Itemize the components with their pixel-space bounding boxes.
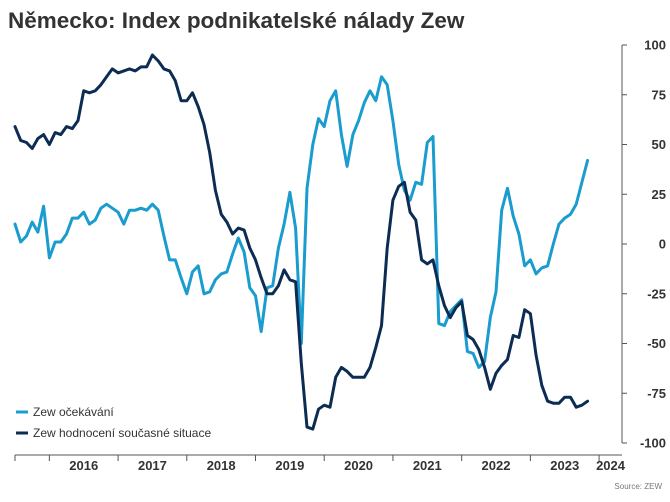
x-tick-label: 2021 (413, 458, 442, 473)
x-tick-label: 2023 (550, 458, 579, 473)
x-tick-label: 2016 (69, 458, 98, 473)
y-tick-label: 100 (644, 38, 666, 53)
x-tick-label: 2022 (482, 458, 511, 473)
x-tick-label: 2019 (275, 458, 304, 473)
y-tick-label: 0 (659, 237, 666, 252)
y-tick-label: 50 (652, 137, 666, 152)
x-tick-label: 2017 (138, 458, 167, 473)
series-lines (13, 53, 590, 431)
series-line-2 (13, 53, 590, 431)
y-tick-label: 25 (652, 187, 666, 202)
y-tick-label: -50 (647, 336, 666, 351)
legend-label-1: Zew očekávání (33, 405, 114, 419)
source-note: Source: ZEW (614, 482, 662, 491)
x-tick-label: 2024 (596, 458, 626, 473)
x-tick-label: 2020 (344, 458, 373, 473)
y-tick-label: 75 (652, 87, 666, 102)
legend: Zew očekávání Zew hodnocení současné situ… (16, 405, 211, 440)
y-tick-label: -75 (647, 386, 666, 401)
y-tick-label: -25 (647, 286, 666, 301)
x-tick-label: 2018 (207, 458, 236, 473)
axes: 100 75 50 25 0 -25 -50 -75 -100 2016 2017 2018 2019 2… (14, 38, 666, 473)
y-tick-label: -100 (640, 436, 666, 451)
chart-title: Německo: Index podnikatelské nálady Zew (8, 8, 465, 33)
series-line-1 (13, 75, 590, 369)
legend-label-2: Zew hodnocení současné situace (33, 426, 211, 440)
